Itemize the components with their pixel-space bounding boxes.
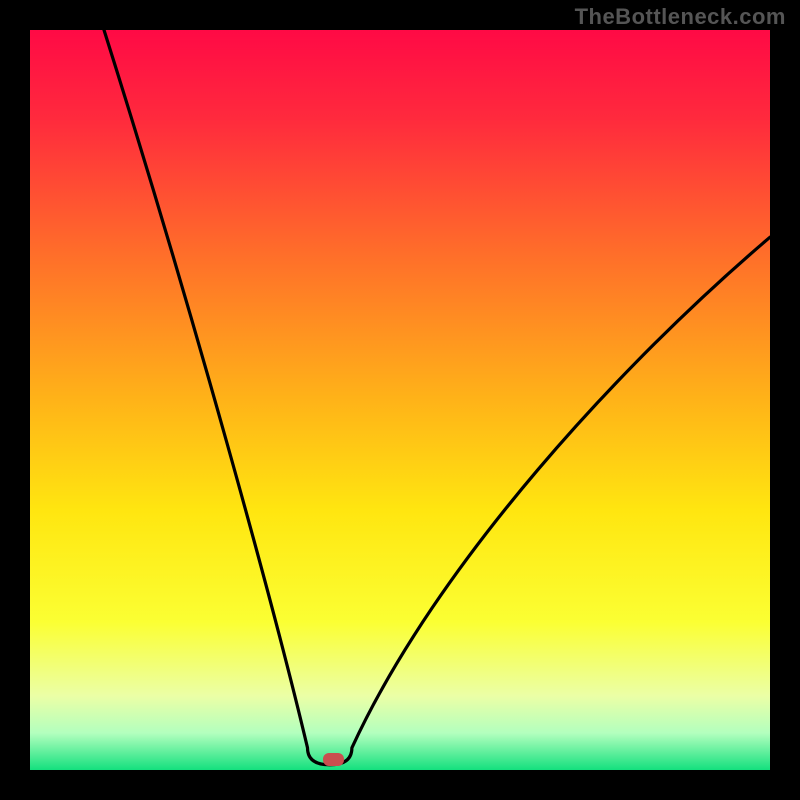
plot-area xyxy=(30,30,770,770)
watermark-text: TheBottleneck.com xyxy=(575,4,786,30)
chart-canvas: TheBottleneck.com xyxy=(0,0,800,800)
bottleneck-curve xyxy=(30,30,770,770)
curve-path xyxy=(104,30,770,765)
optimum-marker xyxy=(323,753,344,766)
